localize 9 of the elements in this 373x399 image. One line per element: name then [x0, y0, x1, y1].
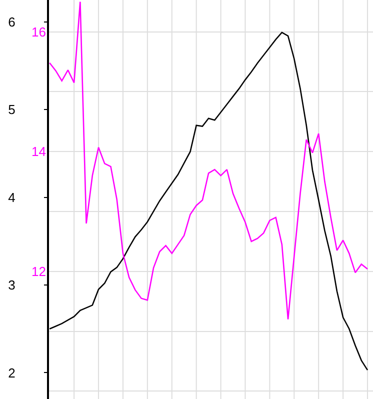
y-tick-label: 2: [8, 365, 16, 380]
y2-tick-label: 12: [32, 264, 46, 279]
y2-tick-label: 16: [32, 24, 46, 40]
y-tick-label: 5: [8, 102, 16, 118]
y-tick-label: 4: [8, 190, 16, 205]
y-tick-label: 3: [8, 278, 16, 293]
line-series: [49, 1, 368, 320]
y2-tick-label: 14: [32, 144, 46, 160]
y-tick-label: 6: [8, 14, 16, 30]
